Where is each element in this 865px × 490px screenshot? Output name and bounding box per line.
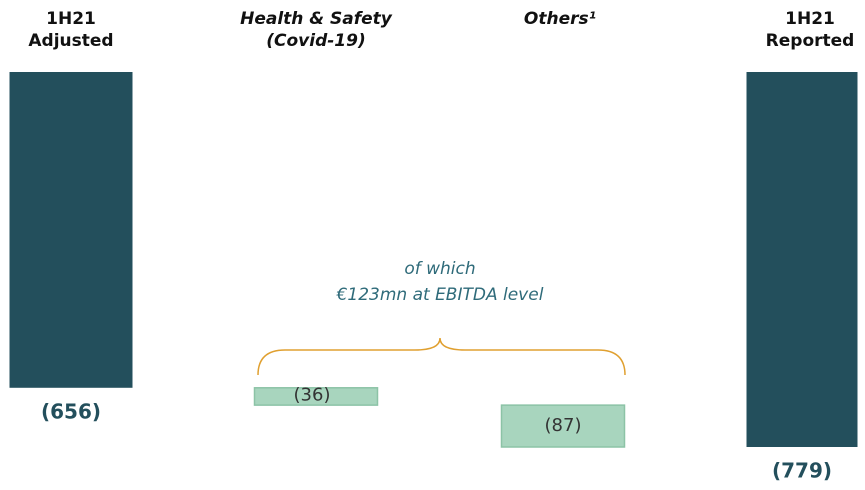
value-label: (656) — [41, 399, 101, 423]
value-label: (87) — [545, 415, 582, 436]
category-label: Health & Safety (Covid-19) — [240, 9, 392, 51]
brace — [257, 337, 626, 376]
bar — [746, 72, 858, 447]
bar — [253, 387, 379, 406]
bar — [500, 404, 626, 448]
category-label: Others¹ — [523, 9, 597, 29]
category-label: 1H21 Adjusted — [28, 9, 114, 51]
category-label: 1H21 Reported — [765, 9, 855, 51]
value-label: (779) — [772, 459, 832, 483]
annotation: of which €123mn at EBITDA level — [336, 259, 544, 305]
value-label: (36) — [294, 384, 331, 405]
bar — [9, 72, 133, 388]
